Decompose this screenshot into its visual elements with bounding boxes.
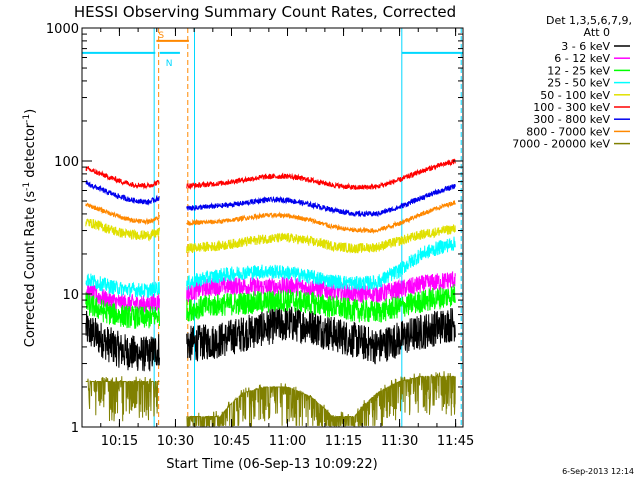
plot-frame [81,27,464,428]
series-line-5 [85,158,456,191]
series-line-2 [85,284,456,329]
series-line-0 [85,306,456,372]
series-line-7 [85,200,456,235]
series-line-3 [85,236,456,298]
series-line-4 [85,218,456,254]
x-tick-label: 11:45 [437,434,474,449]
series-line-1 [85,270,456,315]
x-tick-label: 10:45 [213,434,250,449]
x-tick-label: 11:00 [269,434,306,449]
series-line-6 [85,179,456,218]
state-label-s: S [158,31,164,41]
legend-entry-0: 3 - 6 keV [561,40,610,53]
chart-title: HESSI Observing Summary Count Rates, Cor… [74,3,456,21]
legend-entry-6: 300 - 800 keV [533,113,610,126]
y-axis-label: Corrected Count Rate (s-1 detector-1) [22,109,38,347]
legend-entry-2: 12 - 25 keV [547,64,610,77]
x-tick-label: 10:15 [101,434,138,449]
legend-entry-7: 800 - 7000 keV [526,125,610,138]
y-tick-label: 1000 [46,22,79,37]
legend-entry-5: 100 - 300 keV [533,101,610,114]
legend-entry-3: 25 - 50 keV [547,77,610,90]
x-tick-label: 10:30 [157,434,194,449]
y-tick-label: 1 [71,421,79,436]
legend-header-detectors: Det 1,3,5,6,7,9, [546,14,632,27]
axis-ticks: 10:15 10:30 10:45 11:00 11:15 11:30 11:45 1 10 10… [46,22,474,449]
plot-area: SN [82,28,463,427]
x-tick-label: 11:15 [325,434,362,449]
y-tick-label: 10 [62,288,79,303]
legend-entry-1: 6 - 12 keV [554,52,610,65]
y-tick-label: 100 [54,155,79,170]
x-tick-label: 11:30 [381,434,418,449]
state-label-n: N [166,59,173,69]
legend-entry-8: 7000 - 20000 keV [512,138,610,151]
legend-header-attenuator: Att 0 [584,26,610,39]
x-axis-label: Start Time (06-Sep-13 10:09:22) [166,457,377,472]
legend-entry-4: 50 - 100 keV [540,89,610,102]
plot-timestamp: 6-Sep-2013 12:14 [562,467,634,476]
series-line-8 [85,371,456,427]
